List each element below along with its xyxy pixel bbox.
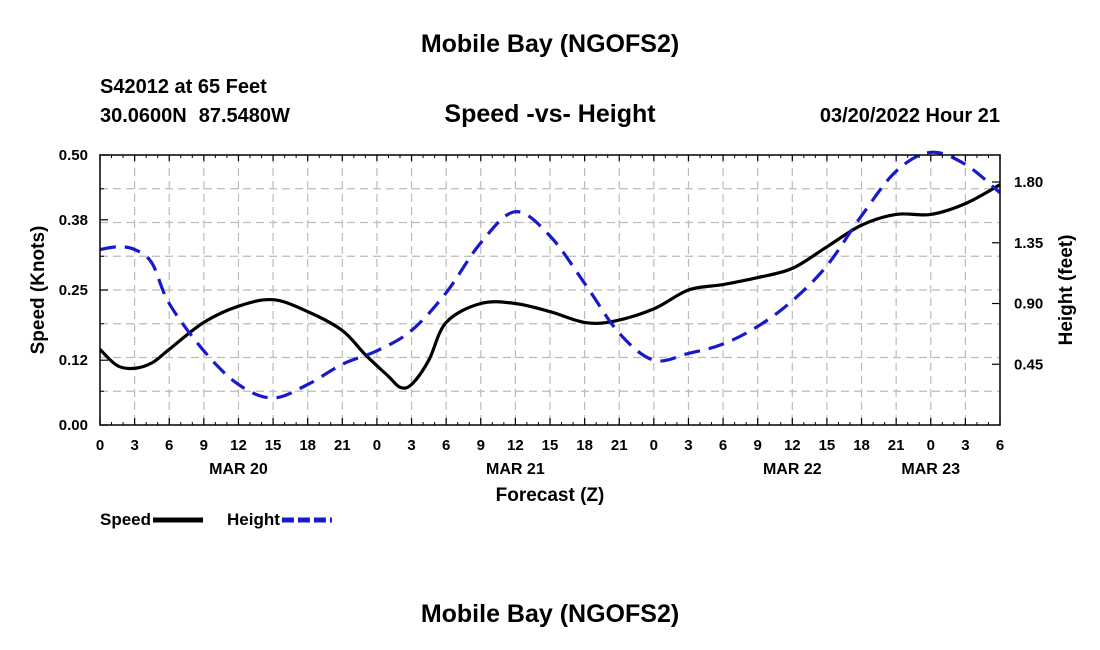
x-tick-label: 6 — [442, 437, 450, 454]
axes: 0 3 6 9 12 15 18 21 0 3 6 9 12 15 18 21 0 3 6 9 12 15 18 21 0 3 6 M… — [59, 147, 1043, 478]
x-tick-label: 9 — [754, 437, 762, 454]
x-tick-label: 12 — [507, 437, 524, 454]
y2-tick-label: 0.90 — [1014, 296, 1043, 313]
latitude: 30.0600N — [100, 105, 187, 127]
y2-tick-label: 0.45 — [1014, 356, 1043, 373]
y2-axis-title: Height (feet) — [1056, 235, 1077, 346]
x-tick-label: 3 — [407, 437, 415, 454]
x-tick-label: 0 — [927, 437, 935, 454]
chart-title: Speed -vs- Height — [444, 100, 656, 128]
x-tick-label: 18 — [853, 437, 870, 454]
series-height-line — [99, 150, 1002, 400]
page-title: Mobile Bay (NGOFS2) — [420, 30, 680, 58]
x-tick-label: 6 — [719, 437, 727, 454]
grid — [100, 155, 1000, 425]
y-tick-label: 0.12 — [59, 352, 88, 369]
x-tick-label: 18 — [299, 437, 316, 454]
x-tick-label: 3 — [130, 437, 138, 454]
x-tick-label: 21 — [611, 437, 628, 454]
day-label: MAR 22 — [763, 461, 822, 478]
x-tick-label: 12 — [784, 437, 801, 454]
x-tick-label: 15 — [819, 437, 836, 454]
x-tick-label: 3 — [684, 437, 692, 454]
legend-label-height: Height — [227, 510, 280, 529]
coordinates: 30.0600N 87.5480W — [100, 105, 290, 128]
x-tick-label: 21 — [888, 437, 905, 454]
day-label: MAR 23 — [901, 461, 960, 478]
x-axis-title: Forecast (Z) — [496, 485, 605, 506]
y-axis-title: Speed (Knots) — [28, 226, 49, 355]
day-label: MAR 20 — [209, 461, 268, 478]
legend: Speed Height — [100, 510, 332, 529]
legend-label-speed: Speed — [100, 510, 151, 529]
x-tick-label: 18 — [576, 437, 593, 454]
x-tick-label: 3 — [961, 437, 969, 454]
speed-height-chart: 0 3 6 9 12 15 18 21 0 3 6 9 12 15 18 21 0 3 6 9 12 15 18 21 0 3 6 M… — [28, 147, 1077, 529]
forecast-datetime: 03/20/2022 Hour 21 — [819, 105, 1000, 127]
series-speed-line — [98, 183, 1001, 390]
day-label: MAR 21 — [486, 461, 545, 478]
longitude: 87.5480W — [198, 105, 290, 127]
x-tick-label: 15 — [542, 437, 559, 454]
y2-tick-label: 1.35 — [1014, 235, 1043, 252]
y-tick-label: 0.25 — [59, 282, 88, 299]
series-layer — [98, 150, 1002, 400]
y2-tick-label: 1.80 — [1014, 174, 1043, 191]
footer-title: Mobile Bay (NGOFS2) — [420, 600, 680, 628]
x-tick-label: 0 — [650, 437, 658, 454]
x-tick-label: 0 — [96, 437, 104, 454]
x-tick-label: 6 — [165, 437, 173, 454]
x-tick-label: 12 — [230, 437, 247, 454]
x-tick-label: 0 — [373, 437, 381, 454]
y-tick-label: 0.00 — [59, 417, 88, 434]
y-tick-label: 0.50 — [59, 147, 88, 164]
x-tick-label: 6 — [996, 437, 1004, 454]
x-tick-label: 9 — [200, 437, 208, 454]
station-label: S42012 at 65 Feet — [100, 76, 267, 98]
x-tick-label: 9 — [477, 437, 485, 454]
x-tick-label: 21 — [334, 437, 351, 454]
y-tick-label: 0.38 — [59, 212, 88, 229]
x-tick-label: 15 — [265, 437, 282, 454]
